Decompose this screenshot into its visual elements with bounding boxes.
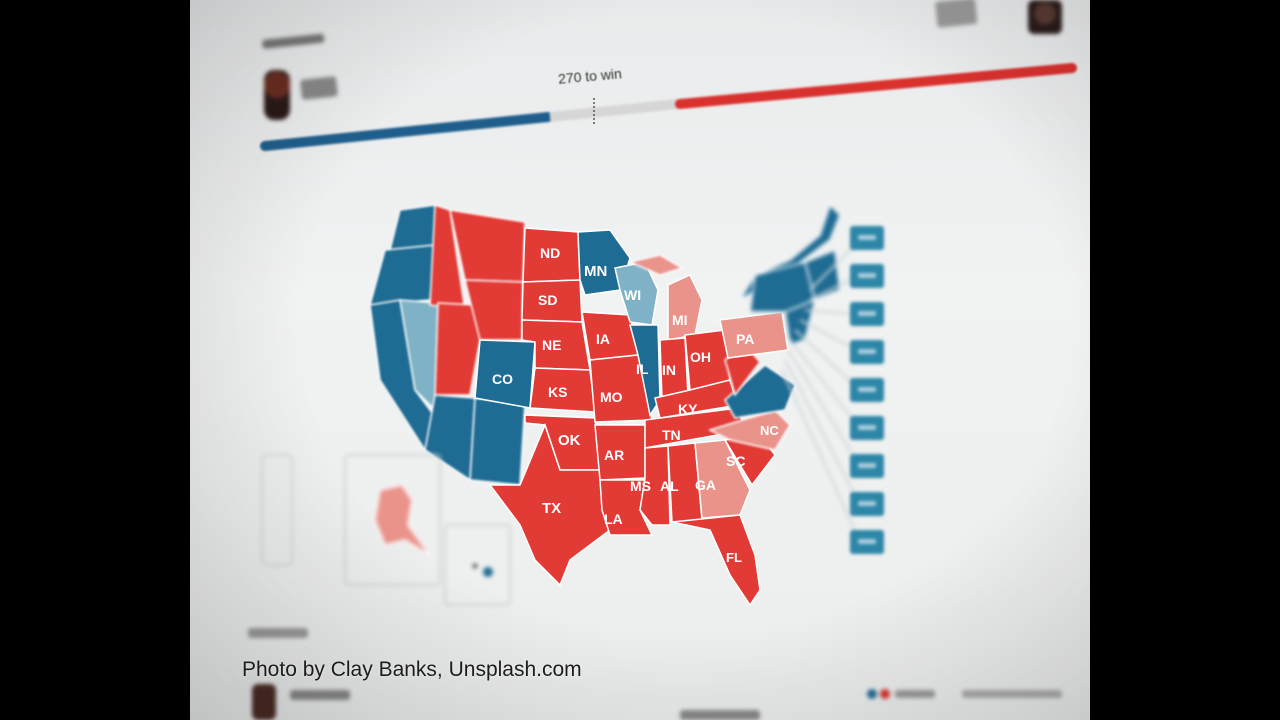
state-ut[interactable] (434, 302, 481, 396)
state-tx[interactable] (488, 422, 611, 587)
label-al: AL (660, 478, 679, 494)
ak-hi-inset (261, 454, 511, 606)
state-labels: MN WI MI ND SD NE KS OK TX IA MO AR LA I… (492, 245, 779, 565)
ne-state-key-1[interactable] (850, 226, 884, 250)
label-ok: OK (558, 432, 581, 449)
state-va[interactable] (724, 364, 796, 419)
label-ky: KY (678, 401, 698, 417)
label-mo: MO (600, 389, 623, 405)
ne-state-key-5[interactable] (850, 378, 884, 402)
label-mn: MN (584, 263, 607, 280)
photo-credit: Photo by Clay Banks, Unsplash.com (242, 658, 582, 681)
state-mi[interactable] (667, 274, 703, 341)
ne-state-key-6[interactable] (850, 416, 884, 440)
candidate-avatar-right (1028, 0, 1062, 34)
undecided-bar (549, 99, 679, 122)
label-la: LA (604, 511, 623, 527)
screen-photo: 270 to win (190, 0, 1090, 720)
state-hi (483, 567, 493, 577)
label-ga: GA (695, 477, 716, 493)
republican-bar (675, 63, 1077, 109)
label-ms: MS (630, 478, 651, 494)
blurred-footer (248, 628, 1062, 720)
state-mi-upper[interactable] (627, 254, 684, 276)
electoral-progress-bar (260, 0, 1077, 151)
label-oh: OH (690, 349, 711, 365)
ne-state-key-8[interactable] (850, 492, 884, 516)
label-ks: KS (548, 384, 567, 400)
ne-state-key-4[interactable] (850, 340, 884, 364)
label-tx: TX (542, 500, 561, 517)
candidate-avatar-left (264, 70, 290, 120)
state-ak (374, 484, 431, 556)
label-pa: PA (736, 331, 754, 347)
label-nd: ND (540, 245, 560, 261)
ne-state-key-9[interactable] (850, 530, 884, 554)
label-co: CO (492, 371, 513, 387)
label-wi: WI (624, 287, 641, 303)
ne-state-key-3[interactable] (850, 302, 884, 326)
ne-state-key-2[interactable] (850, 264, 884, 288)
state-il[interactable] (629, 324, 661, 417)
label-ar: AR (604, 447, 624, 463)
state-fl[interactable] (671, 514, 761, 607)
ne-state-key-7[interactable] (850, 454, 884, 478)
label-ne: NE (542, 337, 561, 353)
label-sd: SD (538, 292, 557, 308)
label-ia: IA (596, 331, 610, 347)
label-mi: MI (672, 312, 688, 328)
label-il: IL (636, 361, 649, 377)
northeast-states (739, 203, 861, 543)
label-nc: NC (760, 423, 779, 438)
label-in: IN (662, 362, 676, 378)
state-ga[interactable] (694, 439, 751, 519)
label-tn: TN (662, 427, 681, 443)
label-sc: SC (726, 453, 745, 469)
democrat-bar (260, 112, 553, 151)
label-fl: FL (726, 550, 742, 565)
electoral-map: MN WI MI ND SD NE KS OK TX IA MO AR LA I… (261, 203, 861, 607)
